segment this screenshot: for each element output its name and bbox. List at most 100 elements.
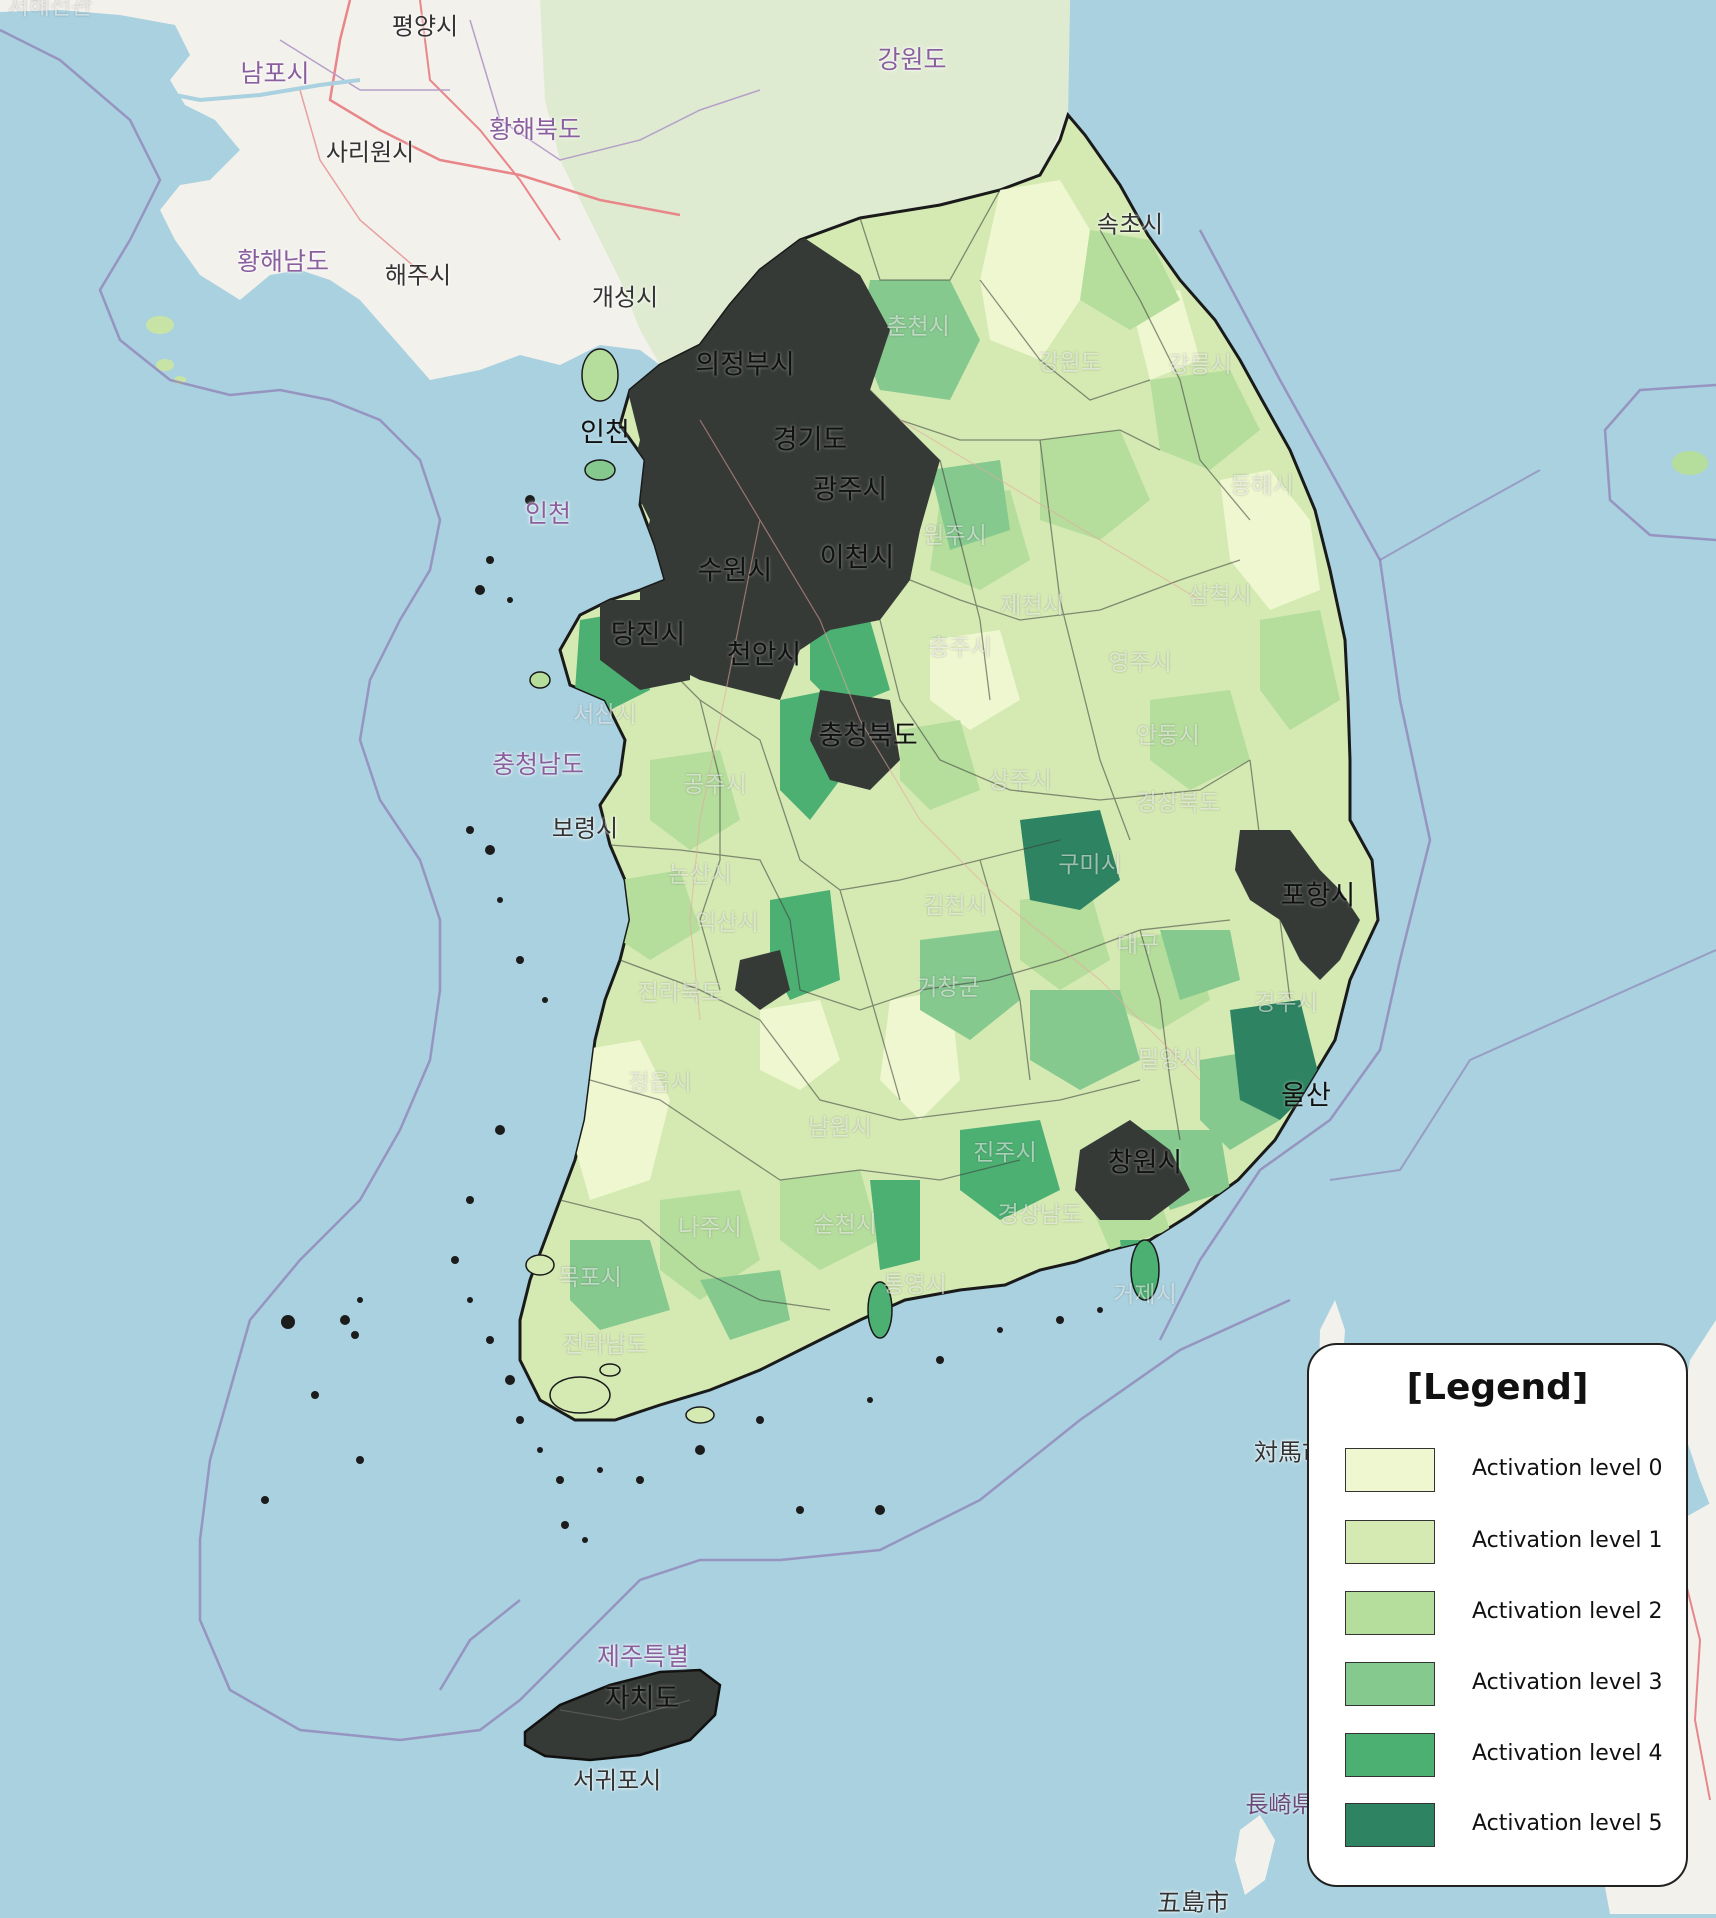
region-level-3 bbox=[700, 1270, 790, 1340]
region-level-4 bbox=[960, 1120, 1060, 1220]
label-gimcheon: 김천시 bbox=[923, 893, 987, 919]
coastal-islands bbox=[525, 348, 1160, 1424]
label-gongju: 공주시 bbox=[683, 772, 747, 798]
region-level-4 bbox=[770, 890, 840, 1000]
legend-swatch bbox=[1345, 1591, 1435, 1635]
label-incheon-short: 인천 bbox=[580, 417, 630, 449]
legend-label: Activation level 2 bbox=[1472, 1599, 1663, 1624]
region-level-3 bbox=[1030, 990, 1140, 1090]
map-legend: [Legend] Activation level 0 Activation l… bbox=[1307, 1343, 1688, 1887]
label-chungnam: 충청남도 bbox=[491, 750, 585, 779]
label-jeonnam: 전라남도 bbox=[562, 1332, 648, 1358]
region-level-2 bbox=[650, 750, 740, 850]
label-nonsan: 논산시 bbox=[668, 862, 732, 888]
label-chungbuk: 충청북도 bbox=[818, 720, 918, 752]
scattered-islands bbox=[261, 495, 1103, 1543]
region-level-3 bbox=[570, 1240, 670, 1330]
legend-swatch bbox=[1345, 1803, 1435, 1847]
region-level-2 bbox=[660, 1190, 760, 1300]
legend-item-level-2: Activation level 2 bbox=[1345, 1591, 1665, 1637]
label-chuncheon: 춘천시 bbox=[886, 314, 950, 340]
label-gyeongnam: 경상남도 bbox=[997, 1202, 1083, 1228]
label-suwon: 수원시 bbox=[697, 555, 773, 587]
region-level-3 bbox=[1160, 930, 1240, 1000]
label-tongyeong: 통영시 bbox=[883, 1272, 947, 1298]
label-hwanghae-bukdo: 황해북도 bbox=[488, 115, 582, 144]
label-gwangju-gg: 광주시 bbox=[812, 474, 888, 506]
label-gangwon-south: 강원도 bbox=[1038, 350, 1102, 376]
label-naju: 나주시 bbox=[678, 1215, 742, 1241]
label-sangju: 상주시 bbox=[988, 768, 1052, 794]
label-suncheon: 순천시 bbox=[813, 1212, 877, 1238]
region-level-0 bbox=[1220, 470, 1320, 610]
label-daegu: 대구 bbox=[1116, 932, 1160, 958]
region-saturated-capital bbox=[620, 235, 940, 700]
label-jinju: 진주시 bbox=[973, 1140, 1037, 1166]
island bbox=[156, 359, 174, 371]
region-level-2 bbox=[1150, 690, 1250, 790]
label-nagasaki: 長崎県 bbox=[1245, 1792, 1315, 1818]
legend-item-level-0: Activation level 0 bbox=[1345, 1448, 1665, 1494]
legend-swatch bbox=[1345, 1448, 1435, 1492]
region-level-2 bbox=[1040, 430, 1150, 540]
island bbox=[146, 316, 174, 334]
legend-swatch bbox=[1345, 1733, 1435, 1777]
region-level-4 bbox=[810, 620, 890, 710]
label-pohang: 포항시 bbox=[1280, 880, 1356, 912]
legend-swatch bbox=[1345, 1662, 1435, 1706]
label-gumi: 구미시 bbox=[1058, 852, 1122, 878]
legend-label: Activation level 5 bbox=[1472, 1811, 1663, 1836]
label-jeonbuk: 전라북도 bbox=[637, 980, 723, 1006]
label-gangneung: 강릉시 bbox=[1168, 352, 1232, 378]
label-ulsan: 울산 bbox=[1281, 1080, 1331, 1112]
jeju-island bbox=[523, 1668, 722, 1762]
label-donghae: 동해시 bbox=[1230, 473, 1294, 499]
label-dangjin: 당진시 bbox=[610, 619, 686, 651]
region-level-0 bbox=[980, 180, 1090, 360]
label-wonju: 원주시 bbox=[923, 523, 987, 549]
region-level-5 bbox=[1020, 810, 1120, 910]
label-jeju-1: 제주특별 bbox=[596, 1642, 690, 1671]
label-nampo: 남포시 bbox=[240, 59, 310, 88]
label-icheon: 이천시 bbox=[819, 542, 895, 574]
label-incheon: 인천 bbox=[524, 499, 572, 528]
legend-swatch bbox=[1345, 1520, 1435, 1564]
label-andong: 안동시 bbox=[1136, 723, 1200, 749]
label-miryang: 밀양시 bbox=[1138, 1047, 1202, 1073]
region-level-0 bbox=[570, 1040, 670, 1200]
label-kaesong: 개성시 bbox=[591, 283, 659, 312]
label-geoje: 거제시 bbox=[1113, 1282, 1177, 1308]
label-yeongju: 영주시 bbox=[1108, 650, 1172, 676]
label-topleft: 서해선관 bbox=[7, 0, 93, 20]
label-seogwipo: 서귀포시 bbox=[572, 1766, 662, 1795]
region-level-3 bbox=[860, 280, 980, 400]
region-level-0 bbox=[930, 630, 1020, 730]
label-jecheon: 제천시 bbox=[1000, 593, 1064, 619]
region-level-2 bbox=[1150, 370, 1260, 470]
label-gyeongju: 경주시 bbox=[1254, 990, 1318, 1016]
label-sokcho: 속초시 bbox=[1096, 210, 1164, 239]
label-samcheok: 삼척시 bbox=[1188, 583, 1252, 609]
label-jeongeup: 정읍시 bbox=[628, 1070, 692, 1096]
label-iksan: 익산시 bbox=[695, 910, 759, 936]
legend-item-level-3: Activation level 3 bbox=[1345, 1662, 1665, 1708]
label-gangwon-north: 강원도 bbox=[877, 45, 947, 74]
goto-islands bbox=[1235, 1815, 1275, 1895]
legend-label: Activation level 1 bbox=[1472, 1528, 1663, 1553]
region-level-5 bbox=[1230, 1000, 1320, 1120]
label-changwon: 창원시 bbox=[1107, 1147, 1183, 1179]
region-level-3 bbox=[930, 460, 1010, 550]
label-boryeong: 보령시 bbox=[551, 814, 619, 843]
region-level-2 bbox=[900, 720, 980, 810]
label-hwanghae-namdo: 황해남도 bbox=[236, 247, 330, 276]
dokdo-island bbox=[1672, 451, 1708, 475]
label-pyongyang: 평양시 bbox=[391, 12, 459, 41]
legend-label: Activation level 3 bbox=[1472, 1670, 1663, 1695]
region-saturated-iksan bbox=[735, 950, 790, 1010]
label-gyeonggi: 경기도 bbox=[772, 424, 848, 456]
region-level-0 bbox=[880, 990, 960, 1120]
region-level-2 bbox=[1080, 230, 1180, 330]
legend-label: Activation level 4 bbox=[1472, 1741, 1663, 1766]
label-seosan: 서산시 bbox=[573, 702, 637, 728]
